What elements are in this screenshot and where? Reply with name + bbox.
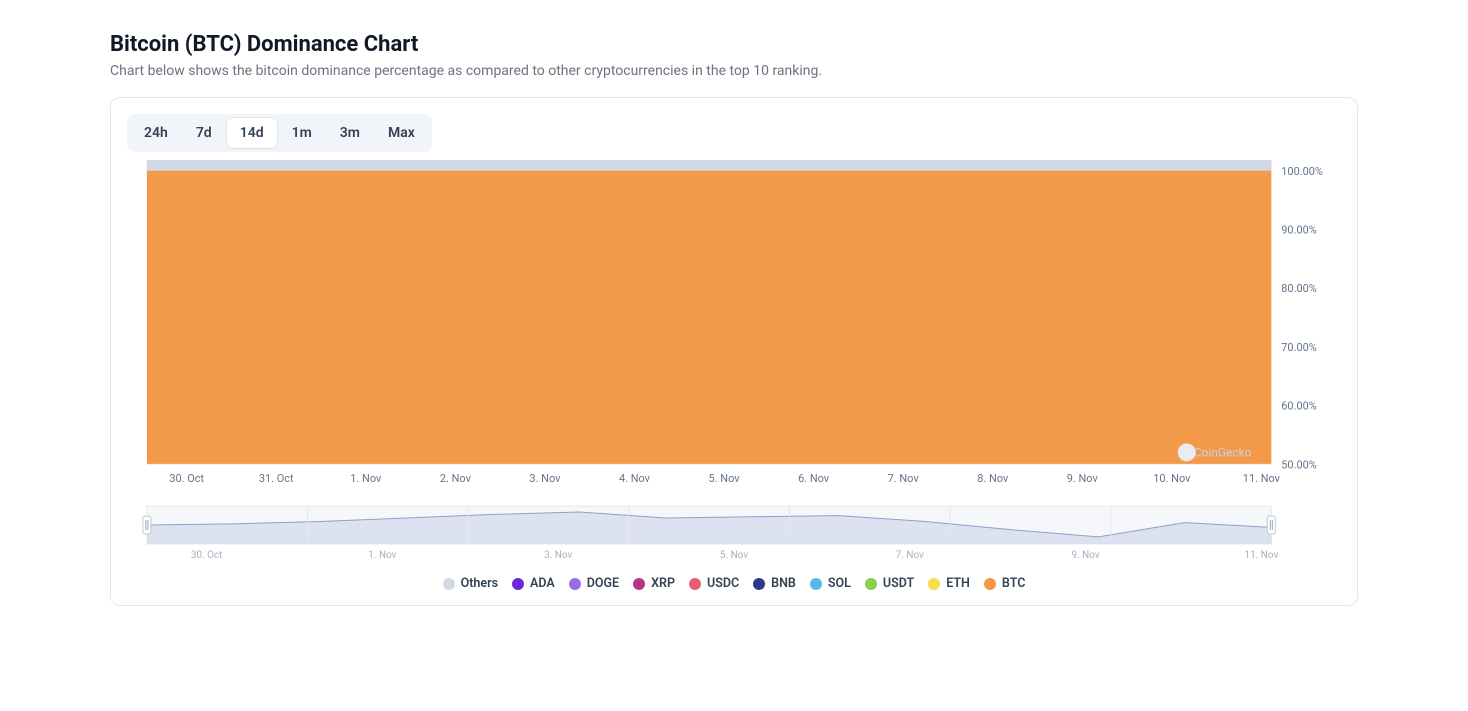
y-tick-label: 90.00%: [1281, 223, 1316, 236]
x-tick-label: 6. Nov: [798, 472, 830, 485]
navigator-handle-right[interactable]: [1267, 516, 1275, 534]
y-tick-label: 100.00%: [1281, 165, 1323, 178]
legend-item-xrp[interactable]: XRP: [633, 576, 675, 591]
x-tick-label: 3. Nov: [529, 472, 561, 485]
legend-dot-icon: [984, 578, 996, 590]
legend-dot-icon: [928, 578, 940, 590]
legend-item-eth[interactable]: ETH: [928, 576, 970, 591]
y-tick-label: 50.00%: [1281, 458, 1316, 471]
x-tick-label: 1. Nov: [350, 472, 382, 485]
chart-navigator[interactable]: 30. Oct 1. Nov 3. Nov 5. Nov 7. Nov 9. Nov 11.…: [127, 504, 1341, 566]
legend-dot-icon: [810, 578, 822, 590]
range-btn-1m[interactable]: 1m: [279, 118, 325, 148]
legend-label: USDC: [707, 576, 739, 591]
x-tick-label: 10. Nov: [1153, 472, 1191, 485]
navigator-x-label: 11. Nov: [1245, 550, 1279, 561]
page-title: Bitcoin (BTC) Dominance Chart: [110, 32, 1358, 57]
legend-item-others[interactable]: Others: [443, 576, 498, 591]
navigator-x-label: 5. Nov: [720, 550, 748, 561]
legend-label: BTC: [1002, 576, 1025, 591]
page-subtitle: Chart below shows the bitcoin dominance …: [110, 63, 1358, 79]
navigator-x-label: 30. Oct: [191, 550, 223, 561]
legend-label: USDT: [883, 576, 914, 591]
chart-legend: Others ADA DOGE XRP USDC BNB SOL USDT ETH BTC: [127, 566, 1341, 597]
legend-label: Others: [461, 576, 498, 591]
range-selector: 24h7d14d1m3mMax: [127, 114, 432, 152]
x-tick-label: 4. Nov: [619, 472, 651, 485]
y-tick-label: 70.00%: [1281, 341, 1316, 354]
legend-item-doge[interactable]: DOGE: [569, 576, 619, 591]
legend-dot-icon: [633, 578, 645, 590]
x-tick-label: 7. Nov: [888, 472, 920, 485]
navigator-x-label: 1. Nov: [368, 550, 396, 561]
navigator-x-label: 9. Nov: [1072, 550, 1100, 561]
legend-item-btc[interactable]: BTC: [984, 576, 1025, 591]
navigator-handle-left[interactable]: [143, 516, 151, 534]
x-tick-label: 30. Oct: [169, 472, 204, 485]
x-tick-label: 11. Nov: [1243, 472, 1281, 485]
legend-dot-icon: [569, 578, 581, 590]
stacked-area-chart: 50.00% 60.00% 70.00% 80.00% 90.00% 100.00% 30.…: [127, 160, 1341, 504]
range-btn-24h[interactable]: 24h: [131, 118, 181, 148]
range-btn-14d[interactable]: 14d: [227, 118, 277, 148]
navigator-svg[interactable]: 30. Oct 1. Nov 3. Nov 5. Nov 7. Nov 9. Nov 11.…: [127, 504, 1341, 562]
y-tick-label: 60.00%: [1281, 400, 1316, 413]
legend-item-ada[interactable]: ADA: [512, 576, 555, 591]
legend-dot-icon: [865, 578, 877, 590]
legend-dot-icon: [753, 578, 765, 590]
legend-label: XRP: [651, 576, 675, 591]
legend-label: SOL: [828, 576, 851, 591]
legend-dot-icon: [512, 578, 524, 590]
legend-item-bnb[interactable]: BNB: [753, 576, 796, 591]
range-btn-7d[interactable]: 7d: [183, 118, 225, 148]
y-tick-label: 80.00%: [1281, 282, 1316, 295]
chart-card: 24h7d14d1m3mMax 50.00% 60.00% 70.00% 80.00%…: [110, 97, 1358, 606]
range-btn-max[interactable]: Max: [375, 118, 428, 148]
legend-item-sol[interactable]: SOL: [810, 576, 851, 591]
legend-label: BNB: [771, 576, 796, 591]
navigator-x-label: 3. Nov: [544, 550, 572, 561]
x-tick-label: 31. Oct: [259, 472, 294, 485]
watermark-logo-icon: [1178, 443, 1196, 461]
x-tick-label: 8. Nov: [977, 472, 1009, 485]
x-tick-label: 5. Nov: [709, 472, 741, 485]
watermark: CoinGecko: [1194, 445, 1252, 459]
legend-dot-icon: [689, 578, 701, 590]
legend-label: ADA: [530, 576, 555, 591]
legend-dot-icon: [443, 578, 455, 590]
legend-item-usdc[interactable]: USDC: [689, 576, 739, 591]
legend-item-usdt[interactable]: USDT: [865, 576, 914, 591]
navigator-x-label: 7. Nov: [896, 550, 924, 561]
legend-label: ETH: [946, 576, 970, 591]
legend-label: DOGE: [587, 576, 619, 591]
x-tick-label: 2. Nov: [440, 472, 472, 485]
x-tick-label: 9. Nov: [1067, 472, 1099, 485]
chart-svg: 50.00% 60.00% 70.00% 80.00% 90.00% 100.00% 30.…: [127, 160, 1341, 500]
series-btc: [147, 160, 1271, 464]
series-others: [147, 160, 1271, 171]
range-btn-3m[interactable]: 3m: [327, 118, 373, 148]
